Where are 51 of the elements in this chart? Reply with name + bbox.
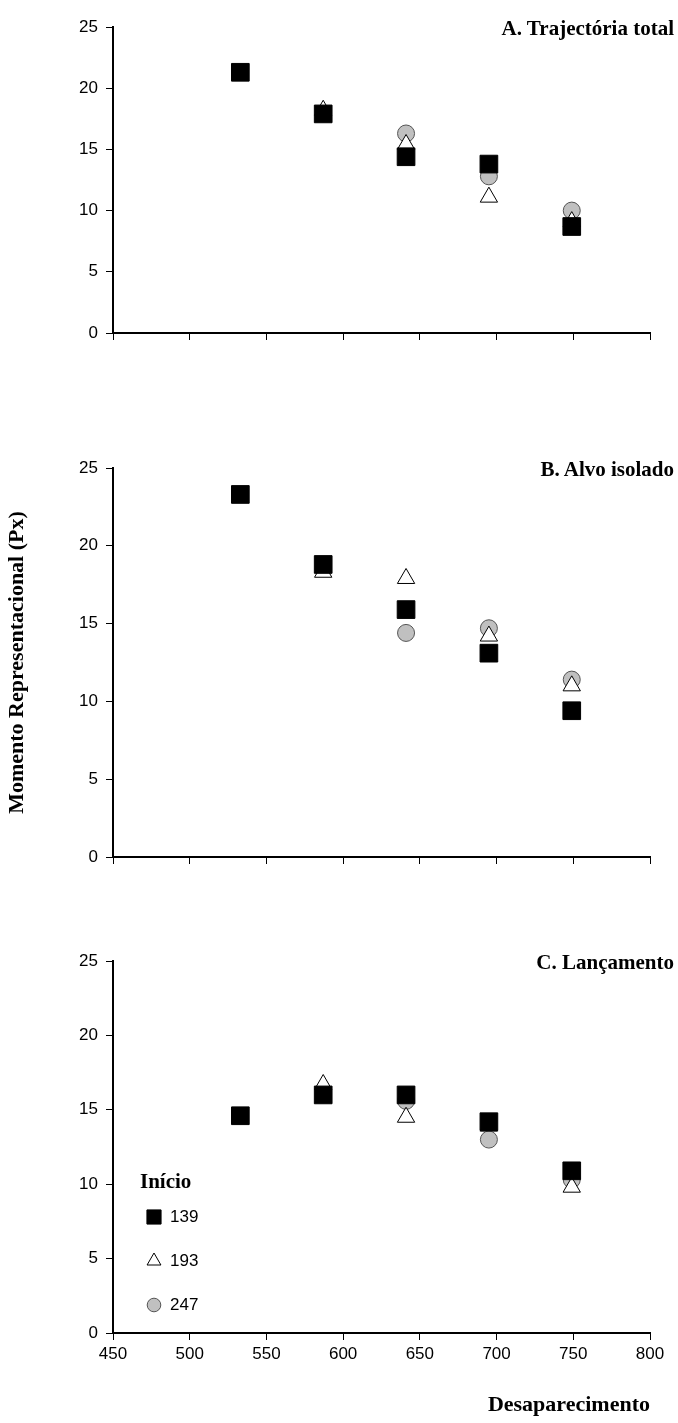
y-tick-label: 10 xyxy=(79,1173,98,1193)
legend-label: 247 xyxy=(170,1294,199,1314)
y-tick-label: 15 xyxy=(79,139,98,159)
y-tick-label: 25 xyxy=(79,16,98,36)
y-tick-label: 0 xyxy=(88,322,98,342)
chart-title: A. Trajectória total xyxy=(501,16,675,41)
chart-title: B. Alvo isolado xyxy=(540,457,674,482)
x-tick-label: 750 xyxy=(559,1343,588,1363)
x-tick-label: 700 xyxy=(482,1343,511,1363)
point xyxy=(231,62,250,82)
y-tick-label: 20 xyxy=(79,1025,98,1045)
point xyxy=(397,623,416,642)
point xyxy=(396,147,416,167)
point xyxy=(313,104,333,124)
y-tick-label: 20 xyxy=(79,535,98,555)
y-tick-label: 15 xyxy=(79,1099,98,1119)
y-tick-label: 15 xyxy=(79,613,98,633)
x-tick-label: 450 xyxy=(98,1343,128,1363)
y-tick-label: 5 xyxy=(88,768,98,788)
point xyxy=(396,1085,416,1105)
point xyxy=(231,485,250,504)
point xyxy=(479,154,499,174)
y-tick-label: 0 xyxy=(88,846,98,866)
y-tick-label: 10 xyxy=(79,691,98,711)
legend-title: Início xyxy=(140,1169,192,1194)
point xyxy=(313,555,333,574)
point xyxy=(479,1130,498,1149)
legend-label: 193 xyxy=(170,1250,199,1270)
x-tick-label: 550 xyxy=(252,1343,281,1363)
y-tick-label: 0 xyxy=(88,1322,98,1342)
x-tick-label: 650 xyxy=(405,1343,435,1363)
y-tick-label: 5 xyxy=(88,1248,98,1268)
point xyxy=(313,1085,333,1105)
y-tick-label: 5 xyxy=(88,261,98,281)
x-tick-label: 500 xyxy=(175,1343,204,1363)
y-tick-label: 25 xyxy=(79,457,98,477)
y-tick-label: 20 xyxy=(79,77,98,97)
y-axis-title: Momento Representacional (Px) xyxy=(2,511,28,814)
point xyxy=(231,1106,250,1126)
y-tick-label: 25 xyxy=(79,950,98,970)
chart-title: C. Lançamento xyxy=(536,950,674,975)
point xyxy=(562,217,582,236)
point xyxy=(562,1161,582,1181)
point xyxy=(562,701,582,721)
legend-label: 139 xyxy=(170,1206,199,1226)
x-tick-label: 600 xyxy=(328,1343,358,1363)
x-axis-title: Desaparecimento xyxy=(487,1391,650,1417)
y-tick-label: 10 xyxy=(79,200,98,220)
x-tick-label: 800 xyxy=(635,1343,665,1363)
point xyxy=(479,643,499,663)
point xyxy=(396,600,416,619)
